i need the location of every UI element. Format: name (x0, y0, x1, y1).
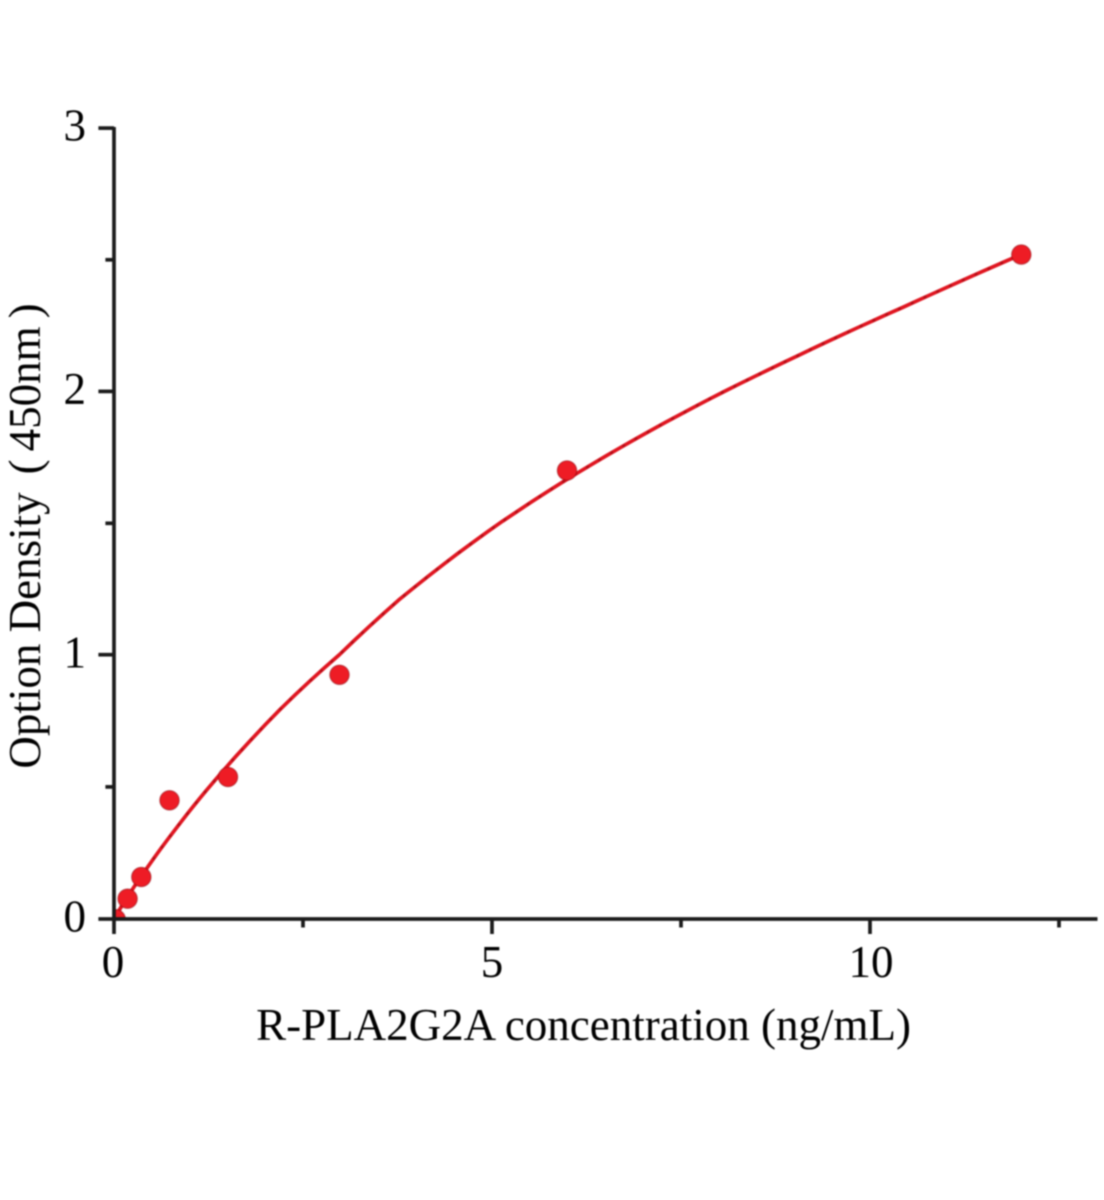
svg-text:1: 1 (64, 627, 87, 677)
svg-text:Option Density(450nm): Option Density(450nm) (0, 303, 50, 768)
svg-text:10: 10 (849, 937, 894, 987)
svg-text:3: 3 (64, 101, 87, 151)
svg-text:R-PLA2G2A concentration (ng/mL: R-PLA2G2A concentration (ng/mL) (256, 1000, 911, 1050)
svg-text:0: 0 (64, 892, 87, 942)
svg-text:0: 0 (102, 937, 125, 987)
svg-text:5: 5 (481, 937, 504, 987)
svg-text:2: 2 (64, 364, 87, 414)
